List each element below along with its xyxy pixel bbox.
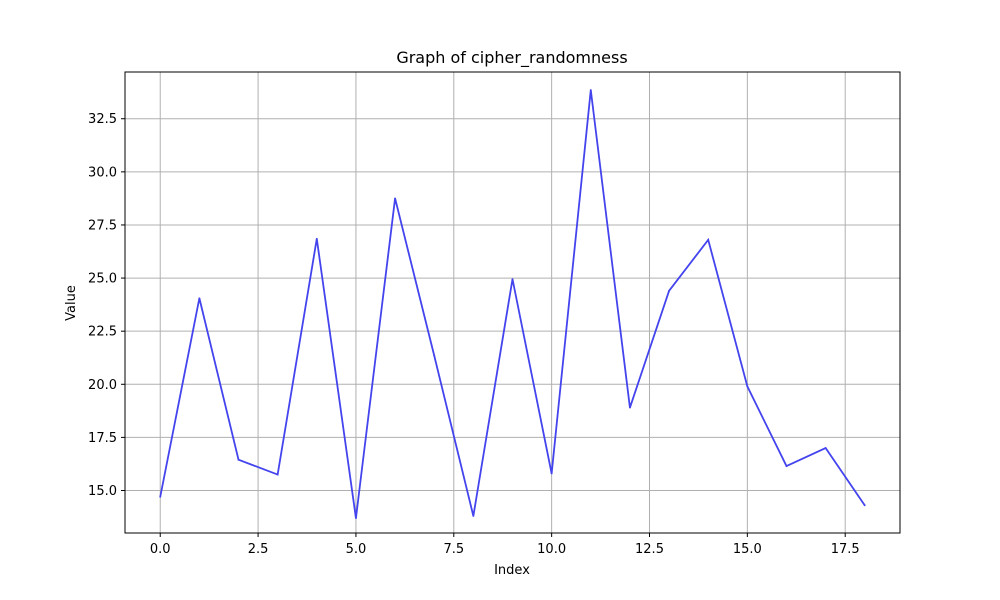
data-point <box>824 447 827 449</box>
y-tick-label: 15.0 <box>88 484 117 499</box>
y-tick-label: 22.5 <box>88 325 117 340</box>
y-tick-label: 17.5 <box>88 431 117 446</box>
data-point <box>355 517 357 520</box>
data-point <box>433 354 436 357</box>
data-point <box>629 406 631 409</box>
x-axis-label: Index <box>494 563 530 578</box>
data-point <box>550 472 553 475</box>
x-axis-ticks: 0.0 2.5 5.0 7.5 10.0 12.5 15.0 17.5 <box>150 533 860 557</box>
plot-frame <box>124 71 901 534</box>
chart-title: Graph of cipher_randomness <box>396 48 627 68</box>
x-tick-label: 7.5 <box>443 542 464 557</box>
data-point <box>707 238 710 241</box>
data-point <box>394 197 396 200</box>
x-tick-label: 2.5 <box>248 542 269 557</box>
data-point <box>746 385 749 388</box>
data-point <box>159 495 162 498</box>
y-axis-label: Value <box>64 285 79 321</box>
series-layer <box>159 89 866 520</box>
x-tick-label: 15.0 <box>733 542 762 557</box>
x-tick-label: 10.0 <box>537 542 566 557</box>
y-tick-label: 27.5 <box>88 218 117 233</box>
data-point <box>511 278 514 281</box>
data-point <box>589 89 592 91</box>
data-point <box>315 237 318 240</box>
x-tick-label: 12.5 <box>635 542 664 557</box>
y-tick-label: 20.0 <box>88 378 117 393</box>
data-point <box>472 515 475 517</box>
x-tick-label: 17.5 <box>831 542 860 557</box>
y-axis-ticks: 15.0 17.5 20.0 22.5 25.0 27.5 30.0 32.5 <box>88 112 125 499</box>
grid-lines <box>125 72 900 533</box>
data-point <box>276 473 279 476</box>
data-point <box>237 458 240 461</box>
y-tick-label: 30.0 <box>88 165 117 180</box>
data-point <box>198 297 201 300</box>
data-point <box>863 504 866 507</box>
y-tick-label: 32.5 <box>88 112 117 127</box>
x-tick-label: 5.0 <box>346 542 367 557</box>
x-tick-label: 0.0 <box>150 542 171 557</box>
y-tick-label: 25.0 <box>88 272 117 287</box>
data-point <box>668 289 670 292</box>
data-point <box>785 465 788 467</box>
